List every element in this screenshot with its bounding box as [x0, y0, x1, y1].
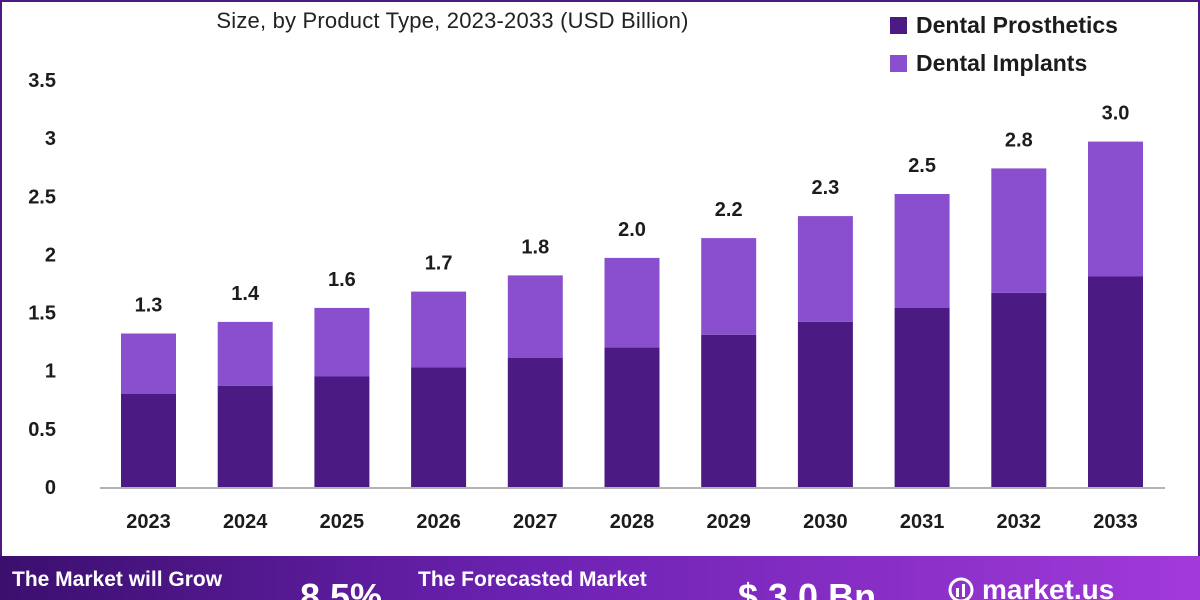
banner-grow-text: The Market will Grow	[12, 568, 223, 591]
footer-banner: The Market will Grow 8.5% The Forecasted…	[0, 556, 1200, 600]
bar-total-label: 2.0	[618, 219, 646, 241]
chart-subtitle: Size, by Product Type, 2023-2033 (USD Bi…	[216, 8, 689, 33]
x-tick-label: 2025	[320, 511, 365, 533]
bar-dental-implants	[894, 194, 950, 308]
bar-total-label: 1.6	[328, 269, 356, 291]
stacked-bar-chart: 0 0.5 1 1.5 2 2.5 3 3.5 1.3 2023 1.4 2024 1.6 2025 1.7…	[28, 70, 1165, 533]
y-tick-label: 0	[45, 477, 56, 499]
banner-forecast-text: The Forecasted Market	[418, 568, 647, 591]
bar-total-label: 1.7	[425, 253, 453, 275]
y-tick-label: 0.5	[28, 419, 56, 441]
bar-total-label: 2.3	[811, 177, 839, 199]
x-tick-label: 2031	[900, 511, 945, 533]
bar-total-label: 2.5	[908, 155, 936, 177]
banner-cagr: 8.5%	[300, 576, 383, 600]
logo-text: market.us	[982, 574, 1115, 600]
bar-total-label: 3.0	[1102, 103, 1130, 125]
bar-total-label: 1.4	[231, 283, 260, 305]
x-tick-label: 2030	[803, 511, 848, 533]
bar-dental-prosthetics	[797, 321, 853, 487]
y-tick-label: 1.5	[28, 303, 56, 325]
bar-dental-prosthetics	[701, 334, 757, 487]
x-tick-label: 2023	[126, 511, 171, 533]
bar-dental-prosthetics	[604, 347, 660, 487]
bar-dental-prosthetics	[894, 307, 950, 487]
bar-dental-prosthetics	[411, 367, 467, 487]
x-tick-label: 2026	[416, 511, 461, 533]
y-tick-label: 2	[45, 244, 56, 266]
bar-dental-implants	[507, 275, 563, 358]
x-tick-label: 2032	[997, 511, 1042, 533]
legend-label-dental-implants: Dental Implants	[916, 49, 1088, 76]
bar-dental-prosthetics	[314, 376, 370, 487]
x-tick-label: 2028	[610, 511, 655, 533]
bar-dental-implants	[411, 291, 467, 368]
legend-item-dental-prosthetics: Dental Prosthetics	[890, 6, 1118, 44]
bar-dental-prosthetics	[121, 394, 176, 487]
legend-swatch-dental-implants	[890, 54, 907, 72]
bar-dental-implants	[991, 168, 1047, 293]
market-us-logo: market.us	[948, 574, 1114, 600]
x-tick-label: 2024	[223, 511, 268, 533]
y-tick-label: 3.5	[28, 70, 56, 92]
bar-dental-implants	[604, 257, 660, 348]
bar-dental-implants	[701, 238, 757, 335]
bar-total-label: 2.2	[715, 199, 743, 221]
y-tick-label: 2.5	[28, 186, 56, 208]
bar-dental-prosthetics	[1088, 276, 1143, 487]
y-tick-label: 3	[45, 128, 56, 150]
x-tick-label: 2027	[513, 511, 558, 533]
bar-total-label: 1.3	[135, 295, 163, 317]
legend-swatch-dental-prosthetics	[890, 16, 907, 34]
market-us-logo-icon	[948, 577, 974, 600]
legend-item-dental-implants: Dental Implants	[890, 44, 1118, 82]
bar-dental-implants	[314, 307, 370, 377]
bar-dental-prosthetics	[507, 357, 563, 487]
bar-dental-implants	[217, 321, 273, 386]
bar-total-label: 2.8	[1005, 129, 1033, 151]
banner-market-value: $ 3.0 Bn	[738, 576, 877, 600]
bar-total-label: 1.8	[521, 236, 549, 258]
legend-label-dental-prosthetics: Dental Prosthetics	[916, 11, 1118, 38]
bar-dental-implants	[797, 216, 853, 322]
bar-dental-prosthetics	[991, 292, 1047, 487]
bar-dental-prosthetics	[217, 385, 273, 487]
legend: Dental Prosthetics Dental Implants	[890, 6, 1118, 82]
x-tick-label: 2033	[1093, 511, 1138, 533]
x-tick-label: 2029	[706, 511, 751, 533]
bar-dental-implants	[121, 333, 176, 394]
y-tick-label: 1	[45, 361, 56, 383]
bar-dental-implants	[1088, 141, 1143, 277]
